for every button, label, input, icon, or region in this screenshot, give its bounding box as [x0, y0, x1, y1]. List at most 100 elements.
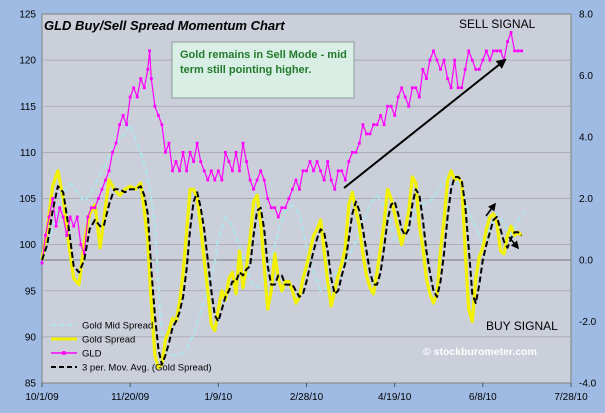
gld-point [470, 58, 474, 62]
gld-point [287, 197, 291, 200]
x-tick-label: 4/19/10 [378, 392, 412, 403]
gld-point [506, 40, 509, 44]
gld-point [361, 123, 365, 127]
gld-point [403, 95, 407, 99]
legend: Gold Mid Spread Gold Spread GLD 3 per. Mov.… [51, 321, 212, 374]
gld-point [174, 160, 178, 163]
gld-point [308, 160, 312, 163]
legend-swatch-marker [62, 351, 66, 355]
x-tick-label: 11/20/09 [111, 392, 150, 403]
series-layer [40, 31, 526, 370]
annotation-line: Gold remains in Sell Mode - mid [180, 49, 347, 61]
x-tick-label: 1/9/10 [204, 392, 232, 403]
gld-point [114, 141, 118, 145]
gld-point [421, 67, 425, 71]
annotation-line: term still pointing higher. [180, 64, 311, 76]
gld-point [68, 215, 72, 219]
gld-point [199, 160, 203, 163]
gld-point [245, 160, 248, 163]
series-line-gld [41, 31, 522, 264]
gld-point [195, 141, 199, 145]
gld-point [414, 86, 418, 90]
gld-point [396, 95, 400, 99]
gld-point [393, 114, 397, 117]
gld-point [241, 141, 245, 145]
left-tick-label: 110 [20, 148, 36, 159]
buy-signal-label: BUY SIGNAL [486, 319, 558, 333]
gld-point [146, 67, 150, 71]
gld-point [484, 49, 488, 53]
right-tick-label: 0.0 [579, 256, 593, 267]
gld-point [111, 150, 114, 154]
gld-point [252, 187, 255, 191]
gld-point [432, 49, 435, 53]
small-up-arrow [485, 202, 496, 217]
gld-point [333, 187, 337, 191]
gld-point [513, 49, 516, 53]
gld-point [305, 169, 308, 173]
gld-point [276, 215, 280, 219]
right-tick-label: 8.0 [579, 10, 593, 21]
left-tick-label: 115 [20, 102, 36, 113]
gld-point [375, 123, 379, 127]
gld-point [329, 178, 333, 182]
left-tick-label: 90 [25, 332, 37, 343]
gld-point [139, 77, 143, 80]
gld-point [100, 187, 104, 191]
gld-point [322, 178, 326, 182]
gld-point [47, 215, 51, 219]
gld-point [453, 58, 457, 62]
gld-point [220, 178, 224, 182]
gld-point [234, 150, 238, 154]
left-tick-label: 125 [19, 10, 36, 21]
gld-point [75, 215, 79, 219]
watermark: © stockburometer.com [423, 346, 537, 358]
gld-point [156, 114, 160, 117]
gld-point [269, 206, 273, 210]
gld-point [40, 261, 44, 265]
x-axis-ticks: 10/1/09 11/20/09 1/9/10 2/28/10 4/19/10 6/8/1… [25, 383, 588, 403]
small-down-arrow [508, 236, 520, 250]
gld-point [460, 86, 464, 90]
gld-point [54, 224, 58, 228]
gld-point [93, 206, 97, 210]
gld-point [164, 150, 167, 154]
gld-point [128, 95, 132, 99]
gld-point [104, 178, 107, 182]
gld-point [280, 206, 284, 210]
gld-point [262, 178, 266, 182]
gld-point [446, 77, 449, 80]
right-tick-label: 6.0 [579, 71, 593, 82]
gld-point [319, 169, 323, 173]
x-tick-label: 2/28/10 [290, 392, 324, 403]
gld-point [255, 178, 259, 182]
gld-point [294, 178, 298, 182]
gld-point [477, 67, 481, 71]
right-tick-label: -2.0 [579, 317, 597, 328]
gld-point [386, 104, 390, 108]
gld-point [160, 123, 164, 127]
gld-point [202, 169, 206, 173]
gld-point [520, 49, 524, 53]
gld-point [79, 243, 83, 247]
series-line-gold-mid-spread [41, 123, 526, 357]
gld-point [481, 58, 485, 62]
gld-point [149, 77, 153, 80]
gld-point [121, 114, 125, 117]
gld-point [132, 86, 136, 90]
left-tick-label: 95 [25, 286, 37, 297]
gld-point [89, 206, 93, 210]
gld-point [153, 104, 157, 108]
gld-point [65, 234, 69, 237]
gld-point [216, 169, 220, 173]
gld-point [379, 114, 382, 117]
gld-point [213, 178, 217, 182]
annotation-text: Gold remains in Sell Mode - mid term stil… [180, 49, 347, 76]
gld-point [290, 187, 294, 191]
x-tick-label: 7/28/10 [554, 392, 588, 403]
gld-point [82, 252, 86, 256]
gld-point [467, 49, 471, 53]
gld-point [312, 169, 315, 173]
